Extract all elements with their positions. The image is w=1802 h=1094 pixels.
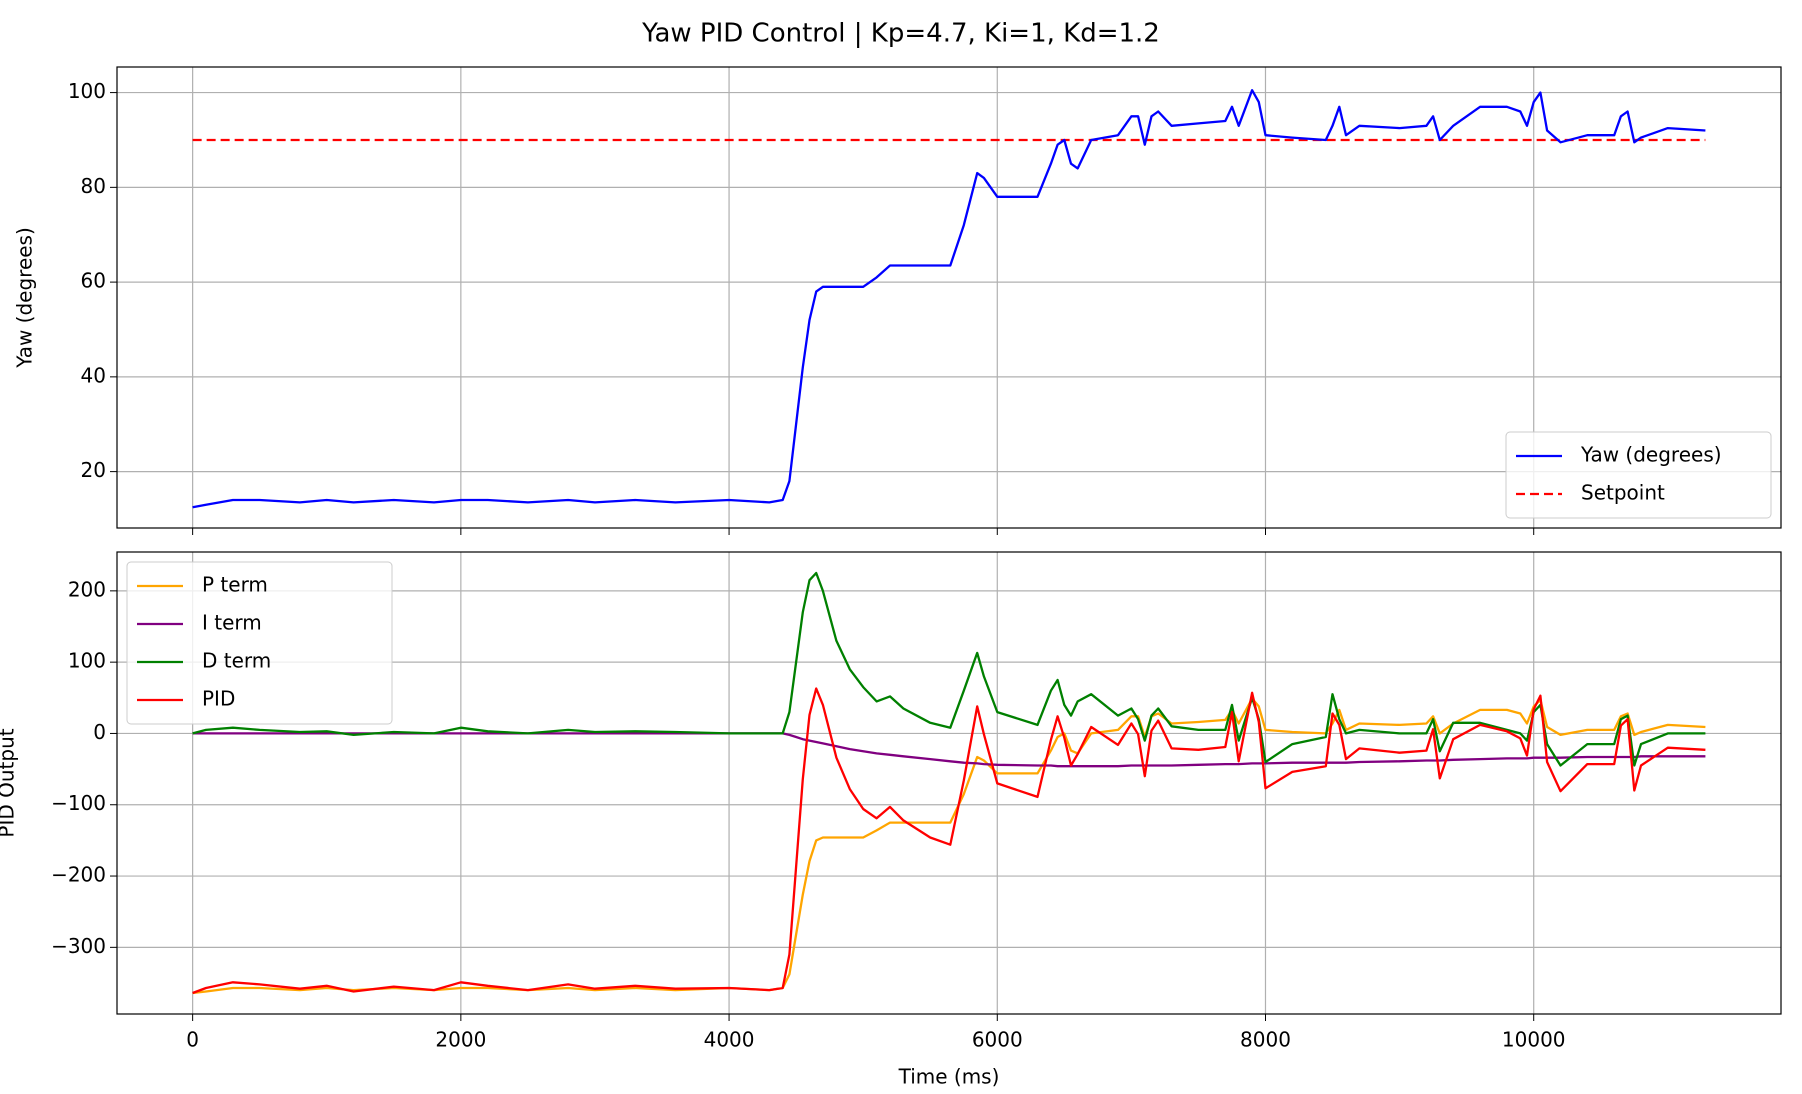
plot-area bbox=[192, 571, 1706, 995]
x-tick-label: 8000 bbox=[1240, 1028, 1291, 1052]
y-tick-label: 100 bbox=[68, 79, 106, 103]
y-axis-label: Yaw (degrees) bbox=[13, 227, 37, 369]
y-tick-label: −300 bbox=[51, 934, 106, 958]
y-axis-label: PID Output bbox=[0, 728, 19, 837]
y-tick-label: −200 bbox=[51, 863, 106, 887]
x-tick-label: 2000 bbox=[435, 1028, 486, 1052]
series-line bbox=[192, 732, 1706, 768]
legend-box bbox=[1505, 431, 1772, 519]
y-tick-label: 40 bbox=[81, 363, 106, 387]
y-tick-label: 200 bbox=[68, 577, 106, 601]
x-tick-label: 6000 bbox=[972, 1028, 1023, 1052]
series-line bbox=[192, 89, 1706, 509]
legend-label: Yaw (degrees) bbox=[1580, 443, 1722, 467]
axes-frame bbox=[116, 551, 1782, 1015]
x-tick-label: 0 bbox=[186, 1028, 199, 1052]
legend: Yaw (degrees) Setpoint bbox=[1505, 431, 1772, 519]
x-axis-label: Time (ms) bbox=[898, 1065, 1000, 1089]
y-tick-label: 20 bbox=[81, 458, 106, 482]
series-line bbox=[192, 571, 1706, 767]
axes-frame bbox=[116, 66, 1782, 529]
x-tick-label: 10000 bbox=[1502, 1028, 1566, 1052]
legend-label: Setpoint bbox=[1581, 481, 1665, 505]
y-tick-label: 100 bbox=[68, 649, 106, 673]
plot-area bbox=[192, 89, 1706, 509]
legend-box bbox=[126, 561, 393, 725]
legend-label: PID bbox=[202, 687, 235, 711]
y-tick-label: 60 bbox=[81, 269, 106, 293]
series-line bbox=[192, 687, 1706, 995]
y-tick-label: −100 bbox=[51, 791, 106, 815]
chart-title: Yaw PID Control | Kp=4.7, Ki=1, Kd=1.2 bbox=[641, 19, 1160, 49]
legend-label: P term bbox=[202, 573, 268, 597]
legend-label: I term bbox=[202, 611, 262, 635]
y-tick-label: 80 bbox=[81, 174, 106, 198]
x-tick-label: 4000 bbox=[704, 1028, 755, 1052]
series-line bbox=[192, 697, 1706, 995]
legend: P term I term D term PID bbox=[126, 561, 393, 725]
y-tick-label: 0 bbox=[93, 720, 106, 744]
legend-label: D term bbox=[202, 649, 271, 673]
